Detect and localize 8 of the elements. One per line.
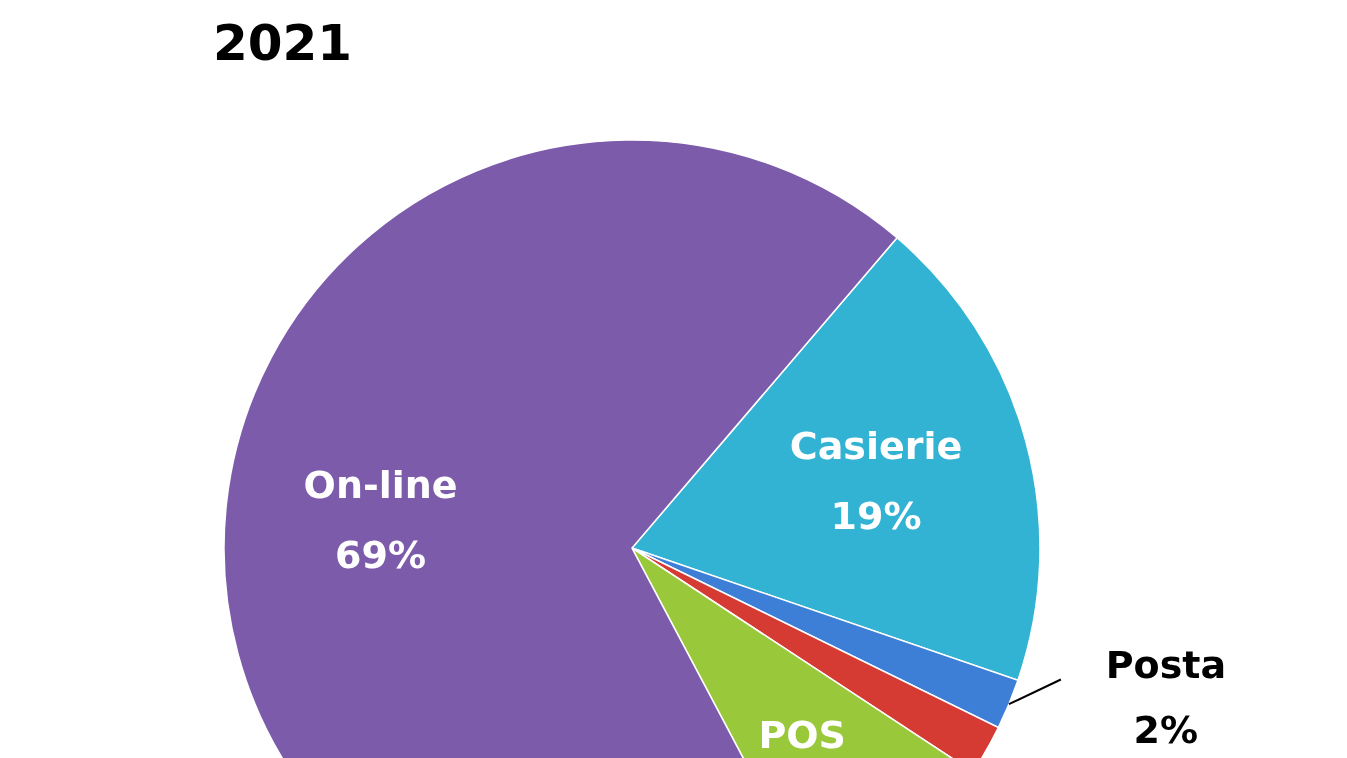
slice-label: POS [758, 713, 846, 758]
slice-label: Posta [1105, 642, 1227, 687]
slice-label: Casierie [789, 424, 963, 469]
chart-title: 2021 [213, 14, 353, 72]
data-label: 69% [335, 533, 427, 578]
data-label: 2% [1133, 707, 1199, 752]
data-label: 19% [830, 494, 922, 539]
slice-label: On-line [303, 463, 458, 508]
